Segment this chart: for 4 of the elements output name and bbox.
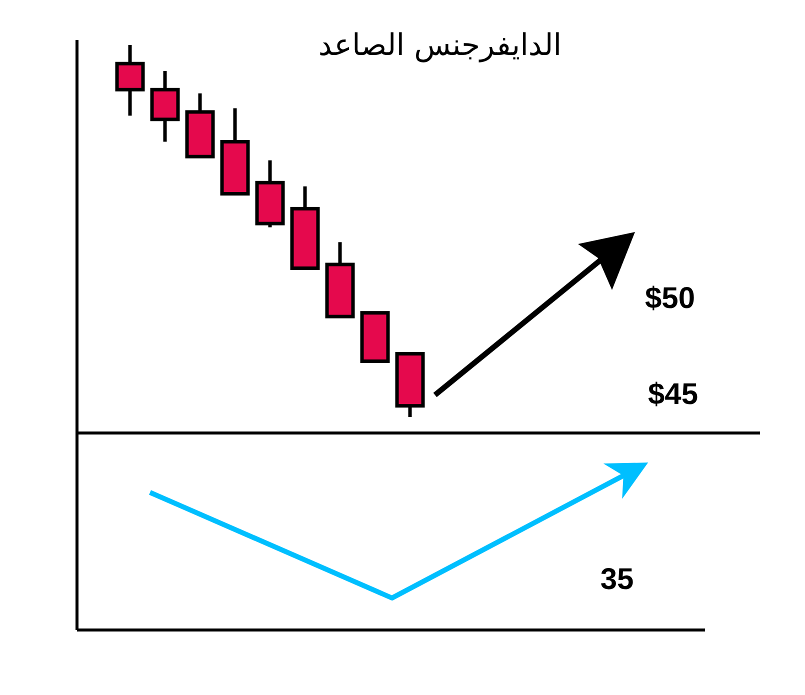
chart-title: الدايفرجنس الصاعد <box>318 28 562 63</box>
annotation: 35 <box>600 563 634 596</box>
text: $50 <box>644 282 696 315</box>
text: $45 <box>648 378 698 411</box>
